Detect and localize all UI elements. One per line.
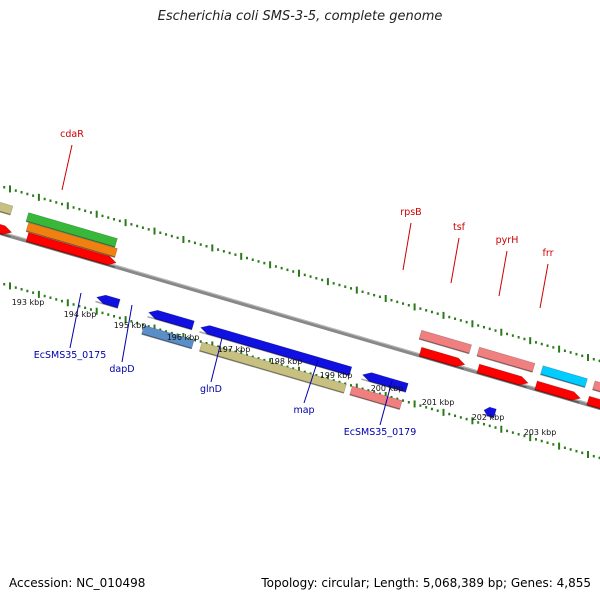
- reverse-feature-shape: [361, 372, 409, 393]
- forward-feature-shape: [592, 380, 600, 402]
- reverse-feature-shape: [200, 325, 353, 376]
- kbp-label: 203 kbp: [524, 428, 557, 437]
- reverse-feature: [482, 406, 497, 419]
- top-gene-label: rpsB: [400, 207, 421, 218]
- forward-feature-shape: [0, 176, 14, 216]
- bottom-gene-label: map: [293, 405, 314, 416]
- bottom-callout-line: [69, 292, 82, 349]
- bottom-gene-label: EcSMS35_0175: [34, 350, 107, 361]
- forward-feature-shadow: [418, 355, 464, 370]
- top-gene-label: frr: [543, 248, 554, 259]
- kbp-label: 197 kbp: [218, 345, 251, 354]
- reverse-feature-shape: [483, 406, 497, 419]
- top-callout-line: [450, 237, 460, 284]
- forward-feature-shadow: [418, 338, 470, 355]
- top-gene-label: tsf: [453, 222, 466, 233]
- forward-feature: [592, 380, 600, 402]
- reverse-feature-shadow: [141, 333, 192, 350]
- forward-feature: [418, 329, 472, 355]
- forward-feature-shadow: [25, 240, 116, 268]
- kbp-label: 194 kbp: [64, 310, 97, 319]
- accession-text: Accession: NC_010498: [9, 576, 146, 590]
- reverse-feature-shadow: [147, 315, 193, 331]
- forward-feature: [25, 232, 117, 268]
- forward-feature-shape: [540, 365, 588, 388]
- forward-feature-shape: [586, 395, 600, 413]
- forward-feature: [540, 365, 588, 389]
- reverse-feature-shadow: [349, 393, 400, 410]
- reverse-feature: [141, 325, 195, 350]
- bottom-gene-label: glnD: [200, 384, 222, 395]
- kbp-label: 200 kbp: [371, 384, 404, 393]
- top-gene-label: cdaR: [60, 129, 84, 140]
- forward-feature: [476, 346, 536, 373]
- forward-feature-shadow: [540, 373, 586, 389]
- kbp-label: 193 kbp: [12, 298, 45, 307]
- top-callout-line: [498, 250, 508, 297]
- forward-feature-shape: [25, 232, 117, 266]
- reverse-feature-shadow: [361, 378, 406, 393]
- reverse-feature: [147, 309, 195, 331]
- kbp-label: 202 kbp: [472, 413, 505, 422]
- forward-feature-shadow: [25, 220, 116, 248]
- top-gene-label: pyrH: [496, 235, 519, 246]
- forward-feature-shadow: [534, 388, 580, 404]
- top-callout-line: [539, 263, 549, 309]
- forward-feature: [0, 176, 14, 216]
- kbp-scale-labels: 193 kbp 194 kbp 195 kbp 196 kbp 197 kbp 198 k…: [12, 298, 557, 437]
- lower-tick-ruler: [3, 282, 600, 460]
- forward-feature-shape: [418, 346, 466, 367]
- forward-feature: [586, 395, 600, 416]
- kbp-label: 195 kbp: [114, 321, 147, 330]
- genome-summary-text: Topology: circular; Length: 5,068,389 bp…: [261, 576, 591, 590]
- forward-feature-shadow: [476, 355, 533, 373]
- forward-feature: [476, 363, 529, 389]
- reverse-feature-shadow: [95, 300, 118, 309]
- top-callout-line: [61, 144, 73, 191]
- forward-feature-shadow: [25, 230, 116, 258]
- kbp-label: 201 kbp: [422, 398, 455, 407]
- forward-feature: [534, 380, 581, 404]
- forward-feature: [25, 212, 118, 248]
- bottom-callout-line: [121, 304, 133, 363]
- forward-feature-shape: [534, 380, 581, 401]
- forward-feature-shape: [0, 198, 13, 235]
- reverse-feature-shadow: [199, 350, 344, 394]
- forward-feature-shadow: [586, 404, 600, 416]
- kbp-label: 199 kbp: [320, 371, 353, 380]
- forward-feature: [418, 346, 466, 370]
- bottom-gene-label: EcSMS35_0179: [344, 427, 417, 438]
- map-title: Escherichia coli SMS-3-5, complete genom…: [157, 9, 443, 24]
- bottom-callout-line: [379, 380, 393, 426]
- forward-feature-shadow: [592, 388, 600, 402]
- kbp-label: 196 kbp: [167, 333, 200, 342]
- bottom-callout-line: [303, 359, 319, 404]
- kbp-label: 198 kbp: [270, 357, 303, 366]
- reverse-feature-shadow: [199, 331, 350, 377]
- upper-tick-ruler: [3, 185, 600, 363]
- bottom-callout-line: [210, 337, 223, 383]
- reverse-feature-shape: [148, 309, 195, 331]
- reverse-feature: [349, 385, 403, 410]
- reverse-feature: [95, 294, 121, 309]
- gene-features: [0, 176, 600, 419]
- forward-feature-shadow: [476, 372, 528, 389]
- forward-feature: [25, 222, 118, 258]
- forward-feature-shape: [476, 363, 529, 386]
- bottom-gene-label: dapD: [109, 364, 134, 375]
- top-callout-line: [402, 222, 412, 271]
- forward-feature: [0, 198, 13, 238]
- reverse-feature-shape: [96, 294, 121, 309]
- reverse-feature: [361, 372, 409, 393]
- reverse-feature: [199, 325, 353, 377]
- reverse-feature: [199, 341, 347, 394]
- reverse-feature-shadow: [482, 413, 495, 419]
